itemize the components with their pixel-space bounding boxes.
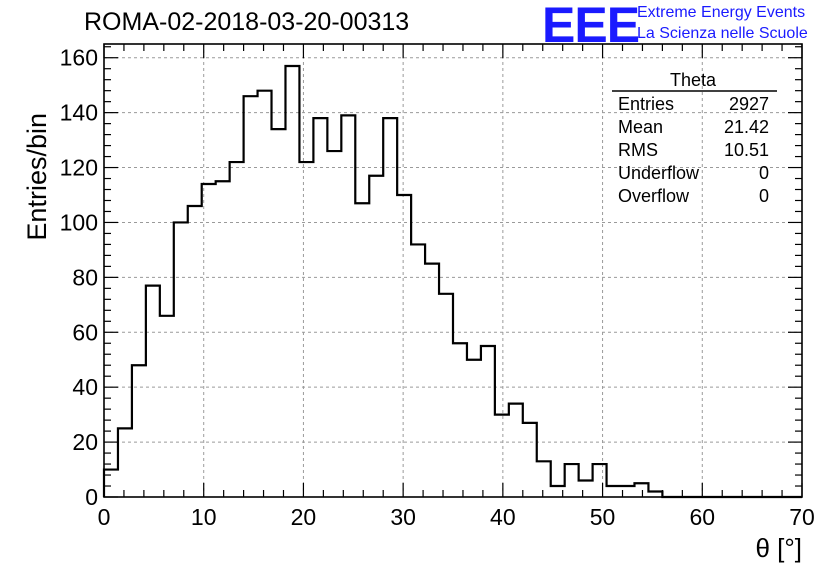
logo-line-1: Extreme Energy Events <box>637 4 806 21</box>
stats-label: Entries <box>618 94 674 114</box>
y-tick-label: 120 <box>60 155 98 181</box>
y-tick-label: 0 <box>85 484 98 510</box>
eee-logo: EEE <box>542 0 640 53</box>
y-axis-label: Entries/bin <box>22 113 52 241</box>
x-tick-label: 30 <box>390 504 416 530</box>
stats-label: Overflow <box>618 186 690 206</box>
x-tick-label: 0 <box>98 504 111 530</box>
histogram-line <box>102 64 802 499</box>
stats-value: 21.42 <box>724 117 769 137</box>
x-tick-label: 40 <box>490 504 516 530</box>
x-tick-label: 50 <box>590 504 616 530</box>
y-tick-label: 40 <box>72 374 98 400</box>
x-axis-label: θ [°] <box>755 533 802 563</box>
run-title: ROMA-02-2018-03-20-00313 <box>84 8 410 36</box>
logo-line-2: La Scienza nelle Scuole <box>637 25 808 42</box>
stats-value: 2927 <box>729 94 769 114</box>
x-tick-label: 10 <box>191 504 217 530</box>
y-tick-label: 80 <box>72 264 98 290</box>
y-tick-label: 160 <box>60 45 98 71</box>
y-tick-label: 140 <box>60 100 98 126</box>
y-tick-label: 60 <box>72 319 98 345</box>
stats-value: 0 <box>759 186 769 206</box>
stats-value: 10.51 <box>724 140 769 160</box>
stats-value: 0 <box>759 163 769 183</box>
stats-label: Underflow <box>618 163 700 183</box>
x-tick-label: 60 <box>689 504 715 530</box>
plot-frame <box>103 43 803 498</box>
y-tick-label: 100 <box>60 209 98 235</box>
x-tick-label: 70 <box>789 504 815 530</box>
stats-label: RMS <box>618 140 658 160</box>
stats-box-title: Theta <box>670 70 717 90</box>
stats-label: Mean <box>618 117 663 137</box>
x-tick-label: 20 <box>291 504 317 530</box>
y-tick-label: 20 <box>72 429 98 455</box>
